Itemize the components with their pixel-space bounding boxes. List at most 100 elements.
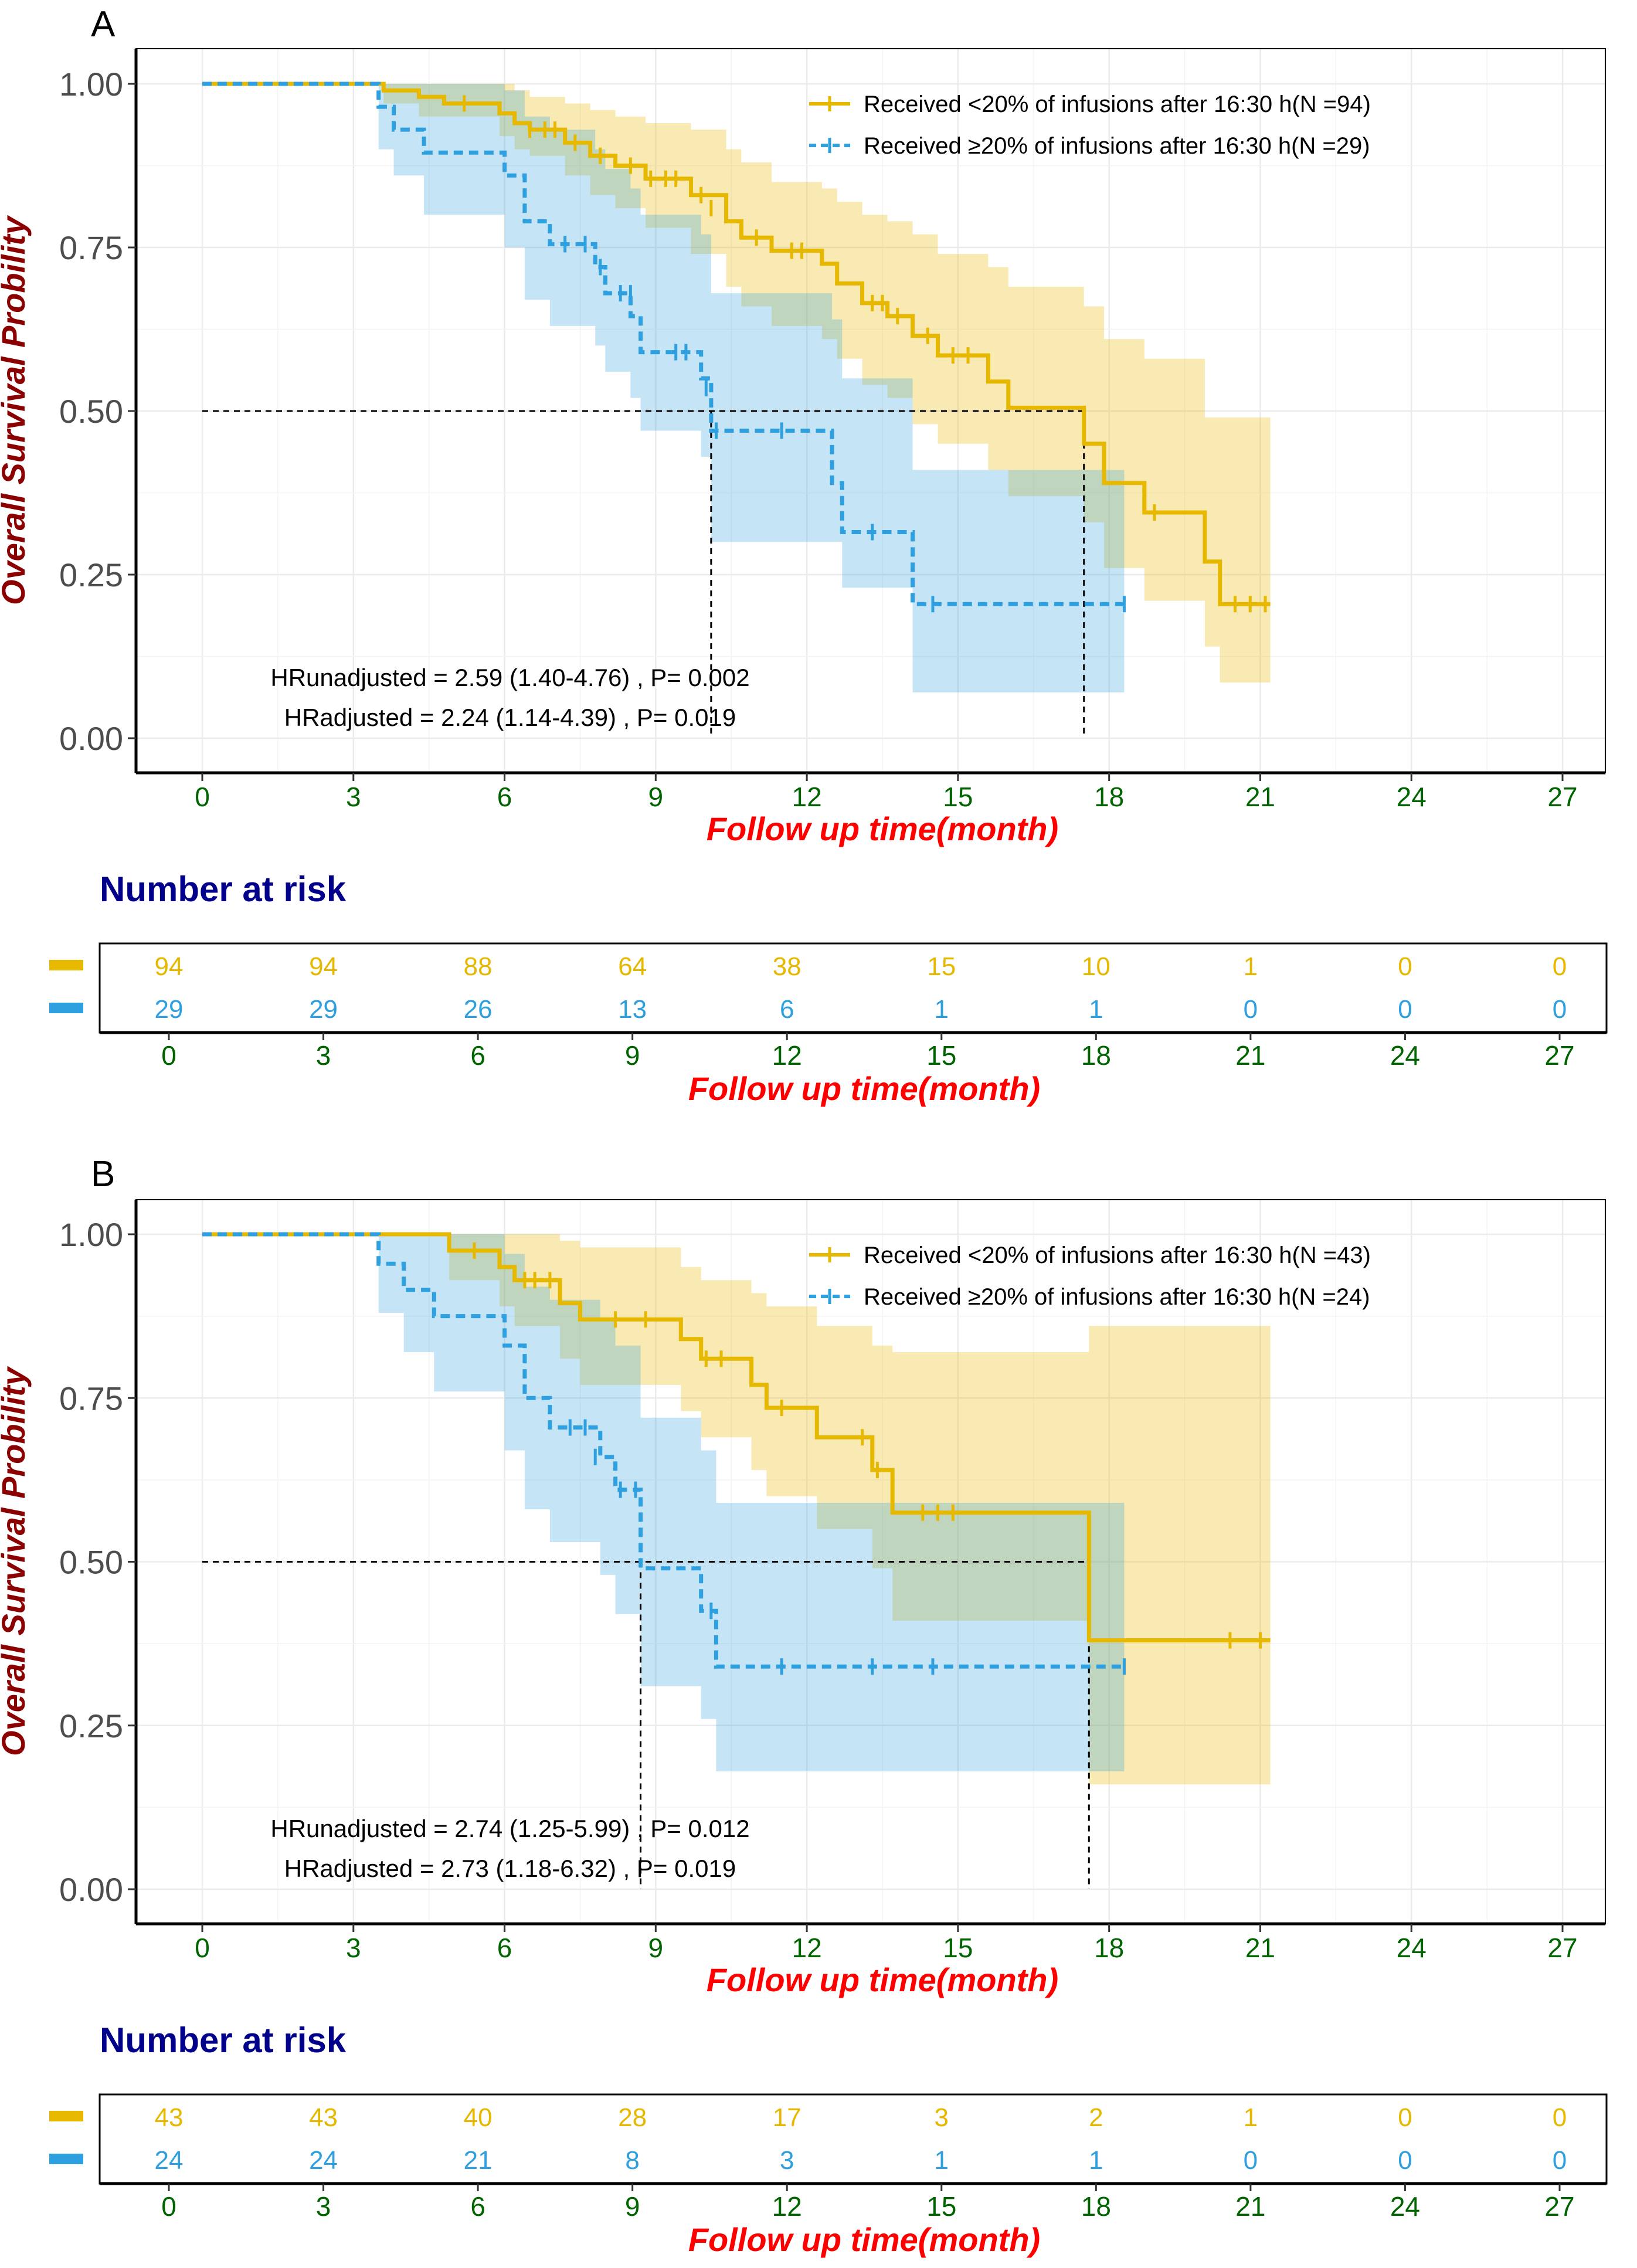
risk-count-group2: 0 [1553,995,1567,1024]
risk-count-group2: 13 [618,995,647,1024]
risk-count-group1: 1 [1244,2103,1258,2132]
risk-x-tick-label: 15 [926,2191,956,2222]
risk-x-tick-label: 18 [1081,1040,1111,1071]
survival-curve-group2 [202,82,1125,606]
x-tick-label: 24 [1397,782,1427,812]
risk-count-group1: 0 [1553,2103,1567,2132]
x-tick-label: 27 [1547,1933,1577,1963]
risk-count-group1: 94 [309,952,338,981]
plot-area [134,1199,1606,1926]
y-tick-label: 0.00 [59,720,123,757]
risk-count-group1: 64 [618,952,647,981]
x-tick-label: 9 [648,782,664,812]
risk-count-group1: 0 [1553,952,1567,981]
risk-table: Number at risk43240432434021628891731231… [49,2021,1608,2258]
risk-table-title: Number at risk [100,870,347,909]
y-axis-title: Overall Survival Probility [0,215,32,605]
panel-letter: B [91,1154,115,1194]
risk-table-frame [99,2093,1608,2185]
y-tick-label: 1.00 [59,1216,123,1253]
hr-adjusted-text: HRadjusted = 2.73 (1.18-6.32) , P= 0.019 [284,1855,736,1882]
risk-x-axis-title: Follow up time(month) [688,1070,1040,1107]
x-tick-label: 21 [1245,782,1275,812]
risk-count-group1: 94 [155,952,184,981]
risk-count-group1: 1 [1244,952,1258,981]
risk-key-group1 [49,960,83,970]
panel-a: A 0.00 0.25 0.50 0.75 1.00 0 3 6 9 12 15 18 21 24 27 Fol… [0,4,1608,1107]
risk-x-tick-label: 9 [625,1040,640,1071]
x-tick-label: 9 [648,1933,664,1963]
x-tick-label: 21 [1245,1933,1275,1963]
x-tick-label: 3 [346,782,361,812]
x-tick-label: 6 [497,782,512,812]
risk-count-group2: 1 [935,995,949,1024]
y-axis-title: Overall Survival Probility [0,1366,32,1756]
x-tick-label: 27 [1547,782,1577,812]
risk-x-tick-label: 24 [1390,1040,1420,1071]
y-tick-label: 0.50 [59,393,123,430]
risk-key-group1 [49,2111,83,2121]
x-tick-label: 18 [1094,782,1124,812]
y-tick-label: 0.25 [59,556,123,593]
hr-unadjusted-text: HRunadjusted = 2.74 (1.25-5.99) , P= 0.0… [270,1815,749,1842]
x-tick-label: 3 [346,1933,361,1963]
x-tick-label: 12 [792,1933,822,1963]
risk-count-group2: 24 [309,2146,338,2175]
x-tick-label: 12 [792,782,822,812]
risk-key-group2 [49,1003,83,1013]
legend-label-group2: Received ≥20% of infusions after 16:30 h… [864,133,1370,159]
risk-x-tick-label: 21 [1235,1040,1265,1071]
risk-count-group2: 8 [625,2146,639,2175]
risk-count-group1: 88 [464,952,493,981]
hr-adjusted-text: HRadjusted = 2.24 (1.14-4.39) , P= 0.019 [284,704,736,731]
confidence-band-group1 [202,84,1271,683]
survival-curve-group1 [202,1232,1271,1642]
x-tick-label: 24 [1397,1933,1427,1963]
risk-count-group1: 43 [155,2103,184,2132]
y-tick-label: 0.50 [59,1544,123,1581]
risk-count-group1: 0 [1398,952,1412,981]
x-tick-label: 0 [195,1933,210,1963]
y-tick-label: 0.75 [59,1380,123,1417]
risk-x-tick-label: 3 [316,2191,331,2222]
confidence-band-group2 [202,1234,1125,1771]
legend-label-group1: Received <20% of infusions after 16:30 h… [864,1242,1371,1268]
risk-x-tick-label: 6 [470,2191,485,2222]
risk-count-group1: 28 [618,2103,647,2132]
risk-x-tick-label: 21 [1235,2191,1265,2222]
x-tick-label: 18 [1094,1933,1124,1963]
legend: Received <20% of infusions after 16:30 h… [809,1242,1371,1310]
risk-count-group2: 26 [464,995,493,1024]
risk-table-title: Number at risk [100,2021,347,2060]
hr-unadjusted-text: HRunadjusted = 2.59 (1.40-4.76) , P= 0.0… [270,664,749,691]
risk-x-tick-label: 6 [470,1040,485,1071]
panel-letter: A [91,4,116,45]
risk-count-group2: 29 [155,995,184,1024]
risk-x-tick-label: 15 [926,1040,956,1071]
risk-count-group1: 10 [1082,952,1110,981]
risk-x-tick-label: 3 [316,1040,331,1071]
risk-count-group2: 29 [309,995,338,1024]
y-tick-label: 0.75 [59,229,123,266]
risk-x-tick-label: 24 [1390,2191,1420,2222]
risk-count-group1: 0 [1398,2103,1412,2132]
risk-count-group2: 3 [780,2146,794,2175]
risk-table: Number at risk94290942938826664139386121… [49,870,1608,1107]
legend-label-group1: Received <20% of infusions after 16:30 h… [864,91,1371,117]
risk-count-group2: 24 [155,2146,184,2175]
risk-x-tick-label: 18 [1081,2191,1111,2222]
x-tick-label: 6 [497,1933,512,1963]
risk-key-group2 [49,2154,83,2164]
risk-x-tick-label: 27 [1544,2191,1574,2222]
y-tick-label: 0.00 [59,1871,123,1908]
risk-count-group1: 2 [1089,2103,1103,2132]
risk-x-tick-label: 0 [161,1040,176,1071]
risk-count-group1: 38 [773,952,801,981]
risk-x-tick-label: 12 [772,2191,802,2222]
survival-curve-group1 [202,82,1271,606]
confidence-band-group1 [202,1234,1271,1785]
risk-table-frame [99,942,1608,1034]
x-tick-label: 15 [943,1933,973,1963]
risk-x-tick-label: 12 [772,1040,802,1071]
